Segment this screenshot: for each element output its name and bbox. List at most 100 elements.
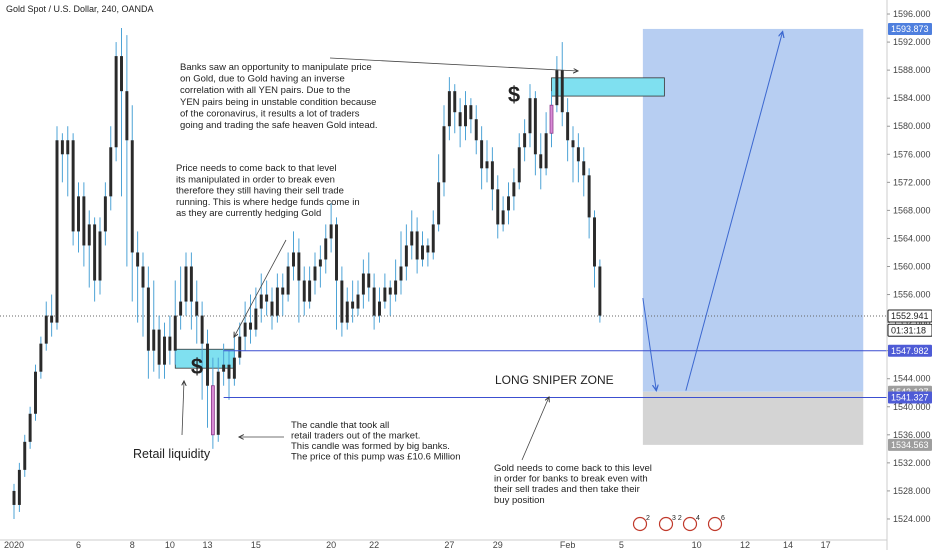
candle-note-line: The candle that took all xyxy=(291,420,389,431)
candle-body xyxy=(109,147,113,197)
candle-body xyxy=(114,56,118,148)
candle-body xyxy=(222,364,226,372)
candle-body xyxy=(447,91,451,127)
manipulation-candle xyxy=(210,385,215,436)
banks-note-line: of the coronavirus, it results a lot of … xyxy=(180,108,360,119)
candle-body xyxy=(34,371,37,414)
candle-body xyxy=(286,266,290,295)
event-badge-icon xyxy=(632,516,648,532)
candle-note-line: The price of this pump was £10.6 Million xyxy=(291,452,461,463)
price-note-line: therefore they still having their sell t… xyxy=(176,186,344,197)
y-tick-label: 1556.000 xyxy=(893,290,931,300)
candle-body xyxy=(329,224,333,239)
x-tick-label: Feb xyxy=(560,540,576,550)
price-label-text: 1593.873 xyxy=(891,24,929,34)
candle-body xyxy=(351,301,355,309)
candle-body xyxy=(23,441,27,470)
candle-body xyxy=(82,196,86,246)
x-tick-label: 27 xyxy=(444,540,454,550)
event-badge-count: 3 2 xyxy=(672,515,682,522)
event-badge-icon xyxy=(658,516,674,532)
y-axis[interactable]: 1596.000 1592.000 1588.000 1584.000 1580.000… xyxy=(886,0,932,550)
candle-body xyxy=(189,266,193,302)
price-label-text: 01:31:18 xyxy=(891,325,926,335)
candle-body xyxy=(431,224,435,253)
candle-body xyxy=(345,301,349,323)
retail-liquidity-label: Retail liquidity xyxy=(133,447,211,461)
y-tick-label: 1532.000 xyxy=(893,458,931,468)
y-tick-label: 1596.000 xyxy=(893,9,931,19)
candle-body xyxy=(512,182,516,197)
x-tick-label: 10 xyxy=(692,540,702,550)
price-label-tag xyxy=(887,323,932,337)
y-tick-label: 1524.000 xyxy=(893,514,931,524)
candle-body xyxy=(302,280,306,302)
candle-body xyxy=(173,315,177,351)
candle-body xyxy=(388,287,392,295)
event-badge-icon xyxy=(682,516,698,532)
candle-body xyxy=(265,294,269,302)
candle-body xyxy=(453,91,457,113)
y-tick-label: 1572.000 xyxy=(893,177,931,187)
candle-body xyxy=(410,231,414,246)
candle-body xyxy=(249,322,252,330)
candle-body xyxy=(587,175,591,218)
banks-note-line: on Gold, due to Gold having an inverse xyxy=(180,74,345,85)
banks-note-line: going and trading the safe heaven Gold i… xyxy=(180,120,378,131)
candle-body xyxy=(200,315,204,344)
y-tick-label: 1560.000 xyxy=(893,261,931,271)
x-tick-label: 29 xyxy=(493,540,503,550)
candle-body xyxy=(259,294,263,309)
candle-body xyxy=(313,266,317,281)
event-badge-icon xyxy=(707,516,723,532)
x-axis[interactable]: 2020 6 8 10 13 15 20 22 27 29 Feb 5 10 12 14 17 xyxy=(0,539,887,550)
price-label-tag xyxy=(887,309,932,323)
candle-body xyxy=(232,357,236,379)
candle-body xyxy=(120,56,123,92)
candle-body xyxy=(517,147,521,183)
candle-body xyxy=(71,140,75,232)
candle-body xyxy=(361,273,365,295)
candle-body xyxy=(60,140,64,155)
candle-body xyxy=(555,70,559,106)
gold-note-arrow xyxy=(521,397,549,461)
candle-body xyxy=(501,210,505,225)
candle-body xyxy=(227,364,231,379)
candle-body xyxy=(474,119,478,141)
long-sniper-zone-label: LONG SNIPER ZONE xyxy=(495,373,614,387)
gold-note-line: in order for banks to break even with xyxy=(494,474,648,485)
candle-body xyxy=(485,161,489,169)
candle-body xyxy=(335,224,338,281)
manipulation-candle xyxy=(549,104,554,134)
price-label-text: 1547.982 xyxy=(891,346,929,356)
y-tick-label: 1536.000 xyxy=(893,430,931,440)
x-tick-label: 14 xyxy=(783,540,793,550)
x-tick-label: 6 xyxy=(76,540,81,550)
candle-body xyxy=(571,140,575,148)
candle-body xyxy=(55,140,59,323)
drop-arrow xyxy=(642,297,656,391)
price-note-line: running. This is where hedge funds come … xyxy=(176,197,360,208)
stop-zone xyxy=(642,391,864,445)
candle-body xyxy=(66,140,70,155)
candle-body xyxy=(523,133,527,148)
candle-body xyxy=(103,196,107,232)
x-tick-label: 17 xyxy=(821,540,831,550)
y-tick-label: 1564.000 xyxy=(893,233,931,243)
overlays-layer xyxy=(182,32,887,461)
candle-body xyxy=(184,266,188,302)
candle-body xyxy=(141,266,145,288)
candle-body xyxy=(469,105,473,120)
candle-body xyxy=(136,252,140,267)
x-tick-label: 20 xyxy=(326,540,336,550)
candle-note-line: This candle was formed by big banks. xyxy=(291,441,450,452)
candle-body xyxy=(426,245,430,253)
liquidity-box-bottom xyxy=(174,348,235,369)
price-label-tag xyxy=(888,22,932,35)
candle-body xyxy=(458,112,462,127)
candle-body xyxy=(399,266,403,281)
zones-layer xyxy=(0,28,887,445)
candle-body xyxy=(404,245,408,267)
candle-body xyxy=(50,315,54,323)
